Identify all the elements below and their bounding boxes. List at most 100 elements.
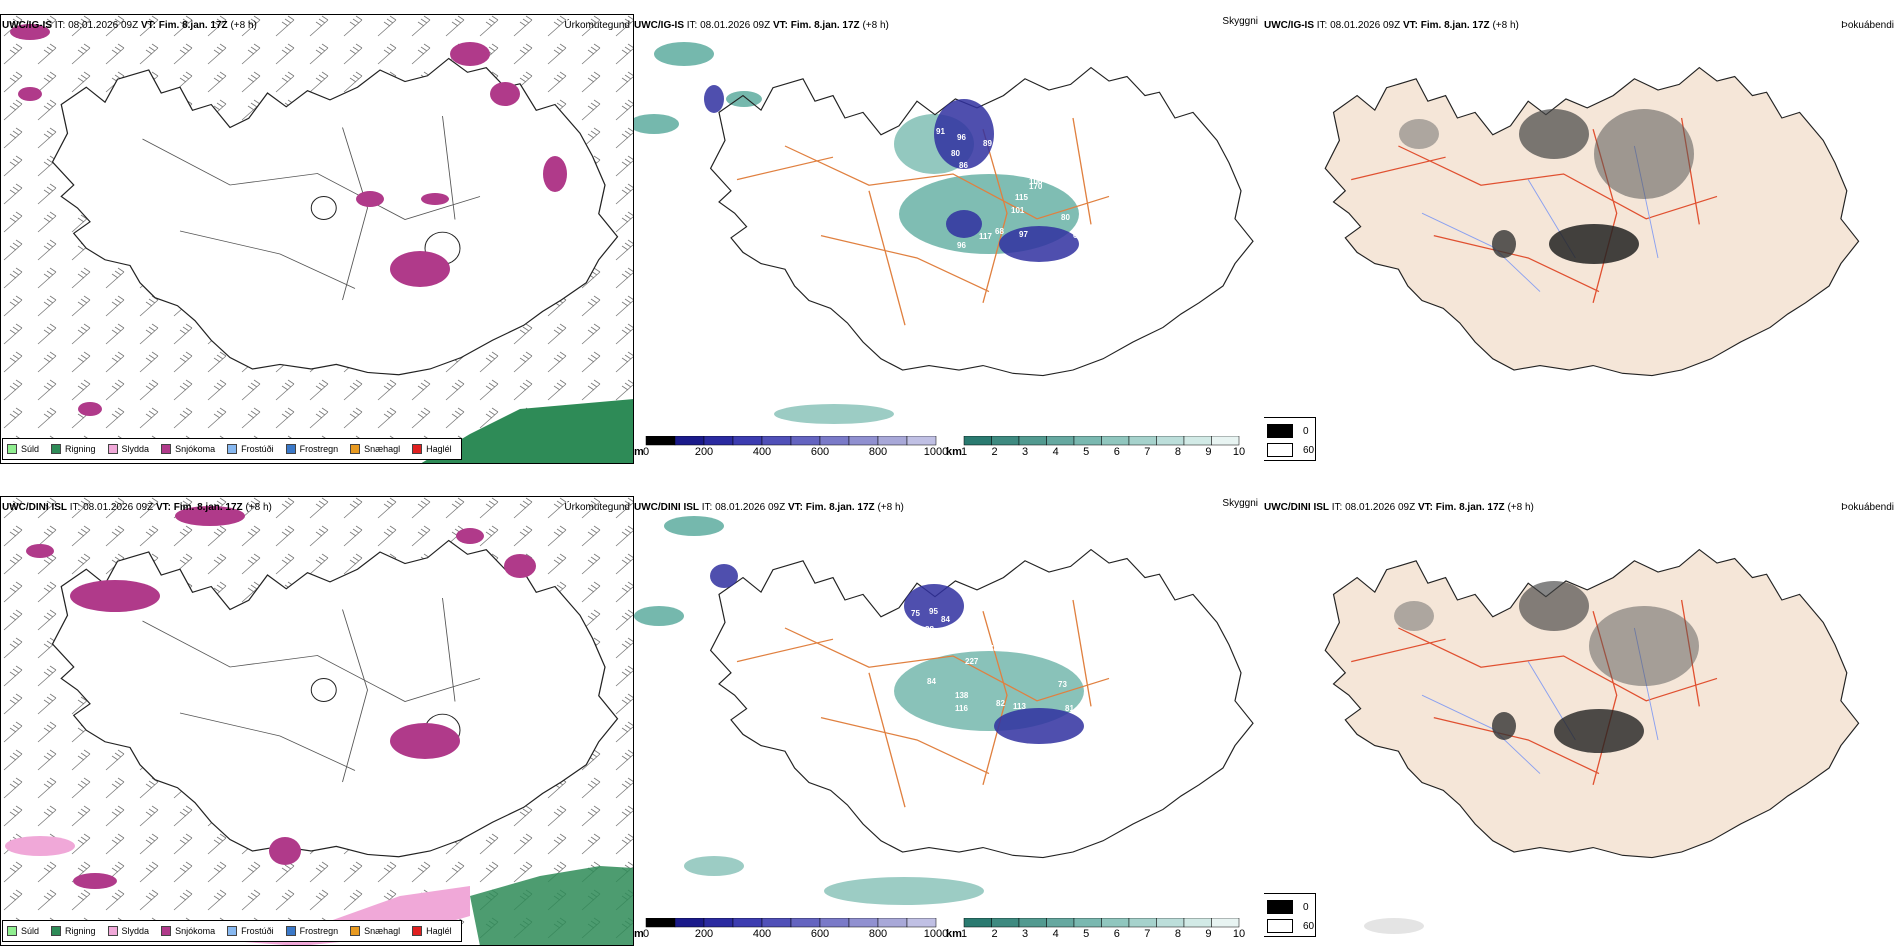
cloudbase-height-label: 96: [957, 133, 966, 142]
colorbar-tick: 2: [991, 928, 998, 940]
fog-swatch-light: [1267, 443, 1293, 457]
visibility-colorbar-swatches: [963, 918, 1240, 928]
legend-label: Súld: [21, 926, 40, 936]
colorbar-tick: 1: [960, 446, 968, 458]
colorbar-swatch: [1211, 436, 1240, 446]
cloudbase-height-label: 126: [841, 214, 855, 223]
fog-panel-row1: UWC/IG-IS IT: 08.01.2026 09Z VT: Fim. 8.…: [1264, 14, 1900, 464]
cloudbase-height-label: 896: [764, 41, 778, 50]
legend-item: Frostúði: [227, 926, 274, 936]
precip-legend: Súld Rigning Slydda Snjókoma Frostúði Frostre…: [2, 438, 462, 460]
colorbar-tick: 0: [642, 446, 650, 458]
legend-swatch: [107, 444, 118, 454]
legend-swatch: [51, 444, 62, 454]
colorbar-tick: 5: [1083, 928, 1090, 940]
cloudbase-height-label: 91: [936, 127, 945, 136]
cloudbase-height-label: 78: [989, 644, 998, 653]
cloudbase-height-label: 80: [951, 149, 960, 158]
cloudbase-height-label: 33: [1031, 139, 1040, 148]
legend-swatch: [7, 444, 17, 454]
legend-swatch: [227, 444, 238, 454]
cloudbase-height-label: 88: [925, 625, 934, 634]
fog-title: Þokuábendi: [1841, 20, 1894, 31]
cloudbase-height-label: 2: [766, 115, 771, 124]
legend-swatch: [161, 444, 172, 454]
legend-label: Frostúði: [241, 444, 274, 454]
cloudbase-height-label: 89: [983, 139, 992, 148]
precip-legend: Súld Rigning Slydda Snjókoma Frostúði Frostre…: [2, 920, 462, 942]
colorbar-swatch: [877, 436, 908, 446]
legend-swatch: [7, 926, 17, 936]
colorbar-swatch: [906, 918, 937, 928]
cloudbase-map: 943 249 118 75 95 88 84 72 66 78 227 84 138 116 82 113 7…: [634, 496, 1264, 926]
cloudbase-height-label: 68: [995, 227, 1004, 236]
legend-item: Snæhagl: [350, 926, 400, 936]
colorbar-swatch: [1018, 436, 1047, 446]
legend-label: Rigning: [65, 926, 96, 936]
legend-item: Frostúði: [227, 444, 274, 454]
cloudbase-unit: m: [634, 928, 644, 940]
colorbar-swatch: [906, 436, 937, 446]
legend-item: Haglél: [412, 444, 452, 454]
legend-item: Haglél: [412, 926, 452, 936]
cloudbase-height-label: 867: [955, 41, 969, 50]
colorbar-tick: 7: [1144, 928, 1151, 940]
legend-swatch: [350, 444, 361, 454]
cloudbase-header-row1: UWC/IG-IS IT: 08.01.2026 09Z VT: Fim. 8.…: [634, 20, 889, 31]
colorbar-tick: 2: [991, 446, 998, 458]
colorbar-tick: 5: [1083, 446, 1090, 458]
fog-title: Þokuábendi: [1841, 502, 1894, 513]
fog-header-row1: UWC/IG-IS IT: 08.01.2026 09Z VT: Fim. 8.…: [1264, 20, 1519, 31]
colorbar-tick: 200: [694, 446, 714, 458]
precip-type-title: Úrkomutegund: [564, 20, 630, 31]
colorbar-swatch: [1046, 918, 1075, 928]
colorbar-tick: 600: [810, 446, 830, 458]
cloudbase-header-row2: UWC/DINI ISL IT: 08.01.2026 09Z VT: Fim.…: [634, 502, 904, 513]
cloudbase-unit: m: [634, 446, 644, 458]
colorbar-tick: 4: [1052, 446, 1059, 458]
fog-swatch-light: [1267, 919, 1293, 933]
cloudbase-height-label: 84: [927, 677, 936, 686]
legend-label: Frostregn: [299, 926, 339, 936]
visibility-unit: km: [946, 446, 962, 458]
colorbar-tick: 10: [1232, 446, 1246, 458]
legend-item: Snjókoma: [161, 444, 215, 454]
legend-swatch: [107, 926, 118, 936]
colorbar-swatch: [674, 918, 705, 928]
colorbar-tick: 3: [1022, 928, 1029, 940]
colorbar-swatch: [703, 436, 734, 446]
colorbar-swatch: [848, 918, 879, 928]
visibility-title: Skyggni: [1222, 16, 1258, 27]
cloudbase-height-label: 118: [775, 593, 788, 602]
colorbar-swatch: [761, 436, 792, 446]
fog-areas: [1399, 109, 1694, 264]
legend-label: Snjókoma: [175, 444, 216, 454]
precip-header-row1: UWC/IG-IS IT: 08.01.2026 09Z VT: Fim. 8.…: [2, 20, 257, 31]
legend-label: Slydda: [121, 444, 150, 454]
cloudbase-height-label: 943: [994, 557, 1008, 566]
precip-header-row2: UWC/DINI ISL IT: 08.01.2026 09Z VT: Fim.…: [2, 502, 272, 513]
legend-label: Frostúði: [241, 926, 274, 936]
cloudbase-height-label: 80: [1061, 213, 1070, 222]
colorbar-tick: 9: [1205, 928, 1212, 940]
cloudbase-height-label: 96: [957, 241, 966, 250]
visibility-colorbar: km 1 2 3 4 5 6 7 8 9 10: [946, 918, 1246, 946]
legend-label: Haglél: [426, 444, 452, 454]
fog-legend: 0 60: [1264, 893, 1316, 937]
colorbar-swatch: [790, 918, 821, 928]
precip-type-panel-row2: UWC/DINI ISL IT: 08.01.2026 09Z VT: Fim.…: [0, 496, 634, 946]
colorbar-swatch: [819, 918, 850, 928]
colorbar-swatch: [1046, 436, 1075, 446]
fog-swatch-dark: [1267, 424, 1293, 438]
colorbar-tick: 600: [810, 928, 830, 940]
fog-map: [1264, 14, 1900, 464]
colorbar-swatch: [1018, 918, 1047, 928]
colorbar-swatch: [1183, 918, 1212, 928]
fog-legend-dark: 0: [1303, 425, 1309, 437]
legend-swatch: [412, 444, 423, 454]
colorbar-tick: 0: [642, 928, 650, 940]
precip-type-map: [0, 496, 634, 946]
visibility-areas: [634, 42, 1079, 424]
legend-label: Snjókoma: [175, 926, 216, 936]
legend-item: Slydda: [107, 444, 150, 454]
